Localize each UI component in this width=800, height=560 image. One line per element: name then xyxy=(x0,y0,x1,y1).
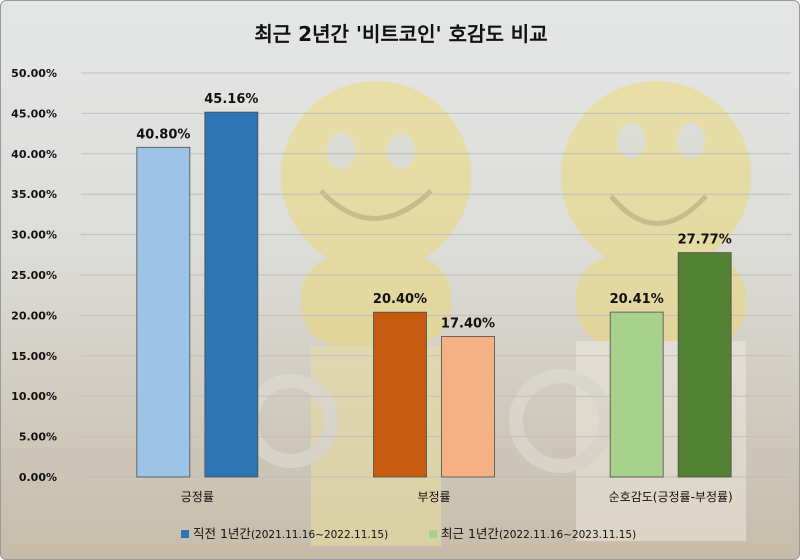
y-tick-label: 50.00% xyxy=(11,67,57,80)
y-axis: 0.00% 5.00% 10.00% 15.00% 20.00% 25.00% 30.00%… xyxy=(11,67,57,484)
bars: 40.80% 45.16% 20.40% 17.40% 20.41% 27.77% xyxy=(136,92,732,478)
x-axis: 긍정률 부정률 순호감도(긍정률-부정률) xyxy=(181,490,733,504)
y-tick-label: 5.00% xyxy=(19,431,57,444)
data-label: 20.40% xyxy=(373,292,427,307)
data-label: 20.41% xyxy=(610,292,664,307)
x-category-label: 순호감도(긍정률-부정률) xyxy=(609,490,733,504)
y-tick-label: 35.00% xyxy=(11,188,57,201)
legend-item: 최근 1년간(2022.11.16~2023.11.15) xyxy=(441,526,636,541)
data-label: 27.77% xyxy=(678,233,732,248)
data-label: 45.16% xyxy=(204,92,258,107)
y-tick-label: 20.00% xyxy=(11,309,57,322)
y-tick-label: 40.00% xyxy=(11,148,57,161)
bar xyxy=(677,252,732,478)
bar xyxy=(373,311,427,478)
legend-period: (2021.11.16~2022.11.15) xyxy=(251,529,388,541)
bar xyxy=(136,146,191,478)
legend-series-name: 최근 1년간 xyxy=(441,526,499,541)
legend-item: 직전 1년간(2021.11.16~2022.11.15) xyxy=(193,526,388,541)
x-category-label: 긍정률 xyxy=(181,490,214,504)
y-tick-label: 30.00% xyxy=(11,229,57,242)
bar xyxy=(204,111,259,478)
bar xyxy=(609,311,664,478)
y-tick-label: 15.00% xyxy=(11,350,57,363)
y-tick-label: 45.00% xyxy=(11,107,57,120)
y-tick-label: 10.00% xyxy=(11,390,57,403)
legend-period: (2022.11.16~2023.11.15) xyxy=(499,529,636,541)
x-category-label: 부정률 xyxy=(417,490,450,504)
y-tick-label: 25.00% xyxy=(11,269,57,282)
legend-series-name: 직전 1년간 xyxy=(193,526,251,541)
legend: 직전 1년간(2021.11.16~2022.11.15) 최근 1년간(2022… xyxy=(181,526,636,541)
gridlines xyxy=(81,72,791,478)
data-label: 17.40% xyxy=(441,316,495,331)
legend-swatch xyxy=(181,530,189,538)
data-label: 40.80% xyxy=(136,127,190,142)
chart-title: 최근 2년간 '비트코인' 호감도 비교 xyxy=(254,22,547,46)
legend-swatch xyxy=(429,530,437,538)
y-tick-label: 0.00% xyxy=(19,471,57,484)
bar xyxy=(441,336,495,478)
